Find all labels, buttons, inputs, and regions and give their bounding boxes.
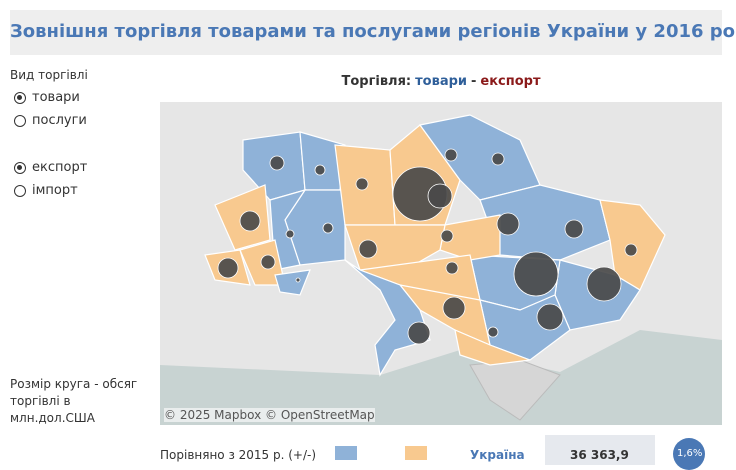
- filter-label: Вид торгівлі: [10, 68, 88, 82]
- region: [344, 259, 431, 377]
- legend-swatch: [335, 446, 357, 460]
- map-title: Торгівля: товари - експорт: [160, 74, 722, 89]
- trade-circle[interactable]: [322, 222, 334, 234]
- trade-circle[interactable]: [239, 210, 261, 232]
- radio-button[interactable]: [14, 161, 26, 174]
- trade-circle[interactable]: [487, 326, 499, 338]
- title-flow: експорт: [480, 74, 541, 89]
- title-bar: [10, 10, 722, 55]
- trade-circle[interactable]: [564, 219, 584, 239]
- radio-option[interactable]: послуги: [14, 113, 87, 128]
- trade-circle[interactable]: [586, 266, 622, 302]
- circles: [217, 148, 638, 345]
- trade-circle[interactable]: [295, 277, 301, 283]
- radio-label[interactable]: експорт: [32, 160, 88, 175]
- title-goods: товари: [415, 74, 468, 89]
- trade-circle[interactable]: [624, 243, 638, 257]
- trade-circle[interactable]: [217, 257, 239, 279]
- comparison-label: Порівняно з 2015 р. (+/-): [160, 448, 317, 462]
- radio-label[interactable]: послуги: [32, 113, 87, 128]
- trade-circle[interactable]: [269, 155, 285, 171]
- trade-circle[interactable]: [444, 148, 458, 162]
- size-note: Розмір круга - обсяг торгівлі в млн.дол.…: [10, 377, 138, 425]
- radio-option[interactable]: експорт: [14, 160, 87, 175]
- radio-option[interactable]: імпорт: [14, 183, 78, 198]
- legend-swatch: [405, 446, 427, 460]
- country-label: Україна: [470, 448, 525, 462]
- trade-circle[interactable]: [285, 229, 295, 239]
- region: [344, 224, 446, 271]
- dashboard-title: Зовнішня торгівля товарами та послугами …: [10, 21, 736, 42]
- total-value: 36 363,9: [570, 448, 629, 462]
- trade-circle[interactable]: [440, 229, 454, 243]
- radio-label[interactable]: імпорт: [32, 183, 78, 198]
- trade-circle[interactable]: [513, 251, 559, 297]
- trade-circle[interactable]: [314, 164, 326, 176]
- title-separator: -: [471, 74, 477, 89]
- radio-label[interactable]: товари: [32, 90, 80, 105]
- title-prefix: Торгівля:: [341, 74, 412, 89]
- radio-option[interactable]: товари: [14, 90, 80, 105]
- map-attribution[interactable]: © 2025 Mapbox © OpenStreetMap: [164, 408, 375, 422]
- trade-circle[interactable]: [358, 239, 378, 259]
- trade-circle[interactable]: [496, 212, 520, 236]
- radio-button[interactable]: [14, 114, 26, 127]
- dashboard: Зовнішня торгівля товарами та послугами …: [10, 10, 736, 470]
- trade-circle[interactable]: [445, 261, 459, 275]
- trade-circle[interactable]: [355, 177, 369, 191]
- region: [274, 269, 311, 296]
- trade-circle[interactable]: [260, 254, 276, 270]
- trade-circle[interactable]: [427, 183, 453, 209]
- map[interactable]: [160, 102, 722, 425]
- sea: [160, 330, 722, 425]
- trade-circle[interactable]: [536, 303, 564, 331]
- radio-button[interactable]: [14, 184, 26, 197]
- region: [454, 328, 531, 366]
- trade-circle[interactable]: [491, 152, 505, 166]
- trade-circle[interactable]: [442, 296, 466, 320]
- radio-button[interactable]: [14, 91, 26, 104]
- trade-circle[interactable]: [407, 321, 431, 345]
